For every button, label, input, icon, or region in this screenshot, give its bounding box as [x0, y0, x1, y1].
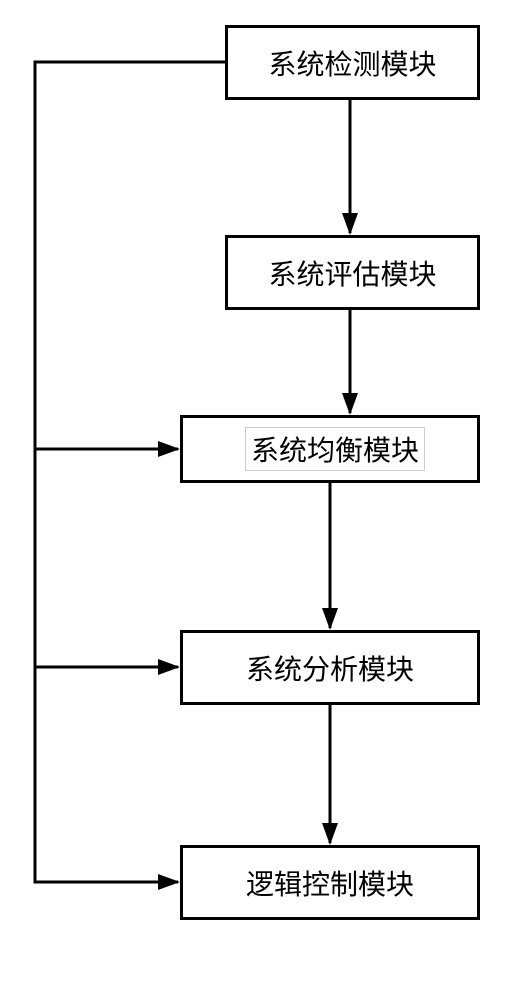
edge-3-arrowhead	[322, 823, 338, 845]
edge-5-arrowhead	[158, 659, 180, 675]
edges-layer	[0, 0, 520, 1000]
edge-4-arrowhead	[158, 441, 180, 457]
edge-6-arrowhead	[158, 874, 180, 890]
edge-0-arrowhead	[342, 213, 358, 235]
edge-2-arrowhead	[322, 608, 338, 630]
edge-5	[35, 449, 178, 667]
edge-6	[35, 667, 178, 882]
edge-1-arrowhead	[342, 393, 358, 415]
edge-4	[35, 62, 225, 449]
